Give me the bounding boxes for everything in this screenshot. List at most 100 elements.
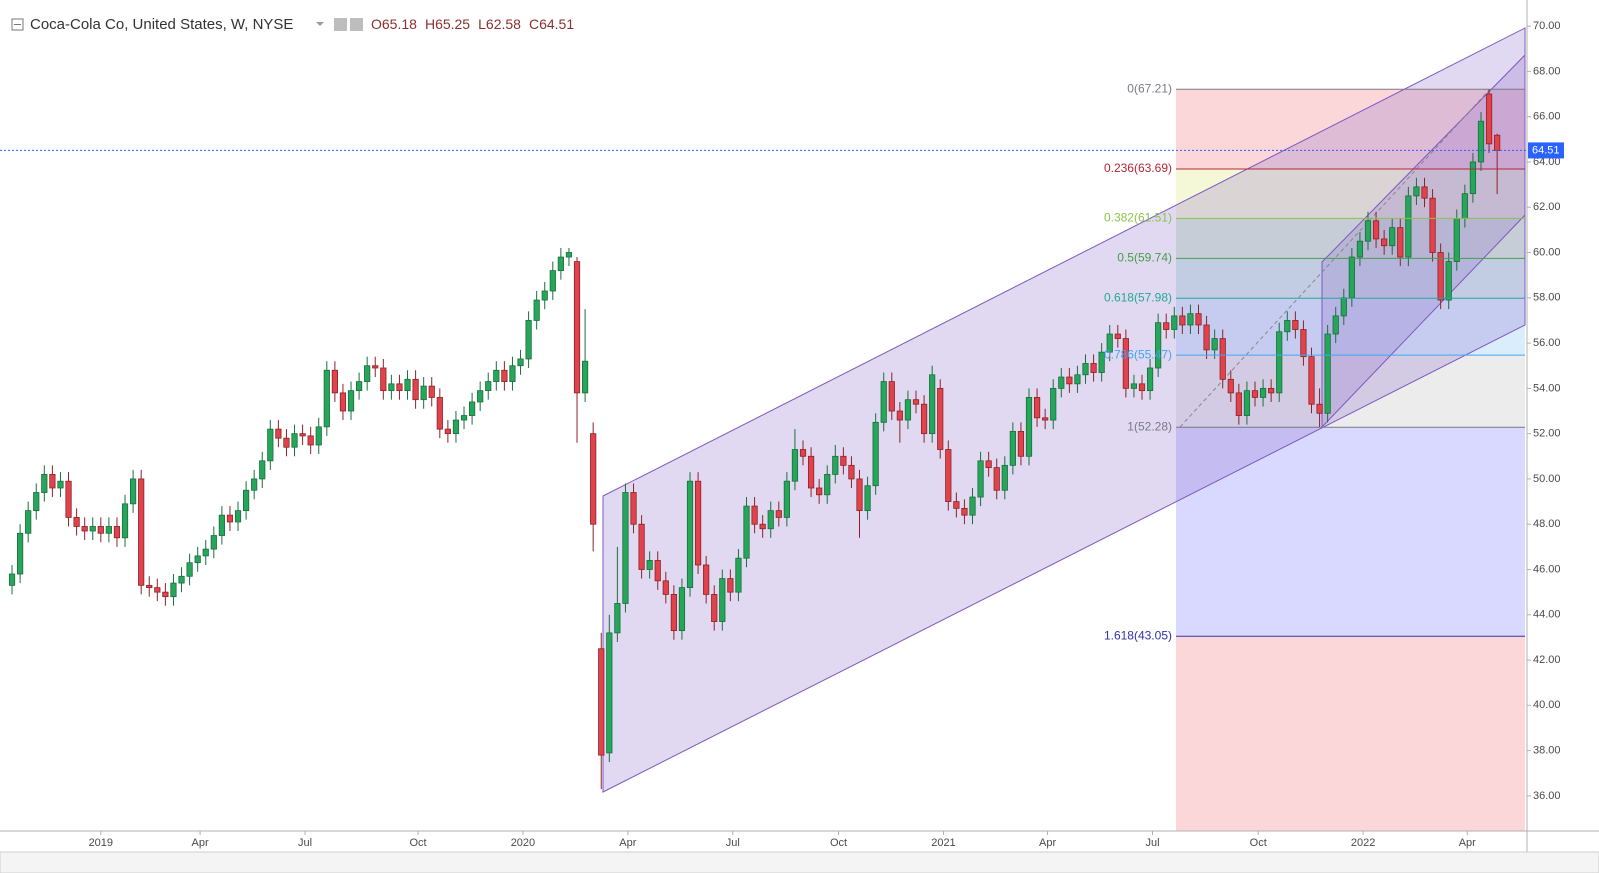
candle-body [557,256,564,272]
chart-title: Coca-Cola Co, United States, W, NYSE [30,16,293,33]
candle-body [686,480,694,589]
x-tick-label: 2020 [511,837,535,849]
candle-body [1001,464,1008,491]
candle-body [1259,387,1267,398]
candle-body [251,478,258,491]
candle-body [703,564,710,595]
candle-body [428,385,435,398]
candle-body [299,433,306,437]
x-tick-label: 2021 [931,837,955,849]
candle-body [1195,313,1202,326]
y-tick-label: 36.00 [1533,790,1561,802]
candle-body [1284,320,1291,333]
y-tick-label: 40.00 [1533,699,1561,711]
candle-body [178,575,185,584]
candle-body [1017,430,1025,457]
candle-body [848,464,855,480]
candle-body [121,503,129,539]
collapse-icon[interactable] [11,18,24,31]
y-tick-label: 68.00 [1533,65,1561,77]
candles [8,89,1501,790]
candle-body [372,365,379,369]
candle-body [436,397,443,430]
candle-body [1114,333,1121,339]
candle-body [146,584,153,589]
candle-body [912,399,920,405]
candle-body [1397,227,1404,258]
fib-zone [1176,636,1525,831]
candle-body [162,591,169,598]
candle-body [1066,376,1073,385]
fib-zone [1176,298,1525,356]
candle-body [1389,227,1396,247]
candle-body [1227,378,1234,394]
candle-body [799,449,807,457]
candle-body [89,526,96,532]
price-label-box [1528,142,1564,159]
candle-body [622,492,629,604]
candle-body [1171,315,1178,330]
candle-body [194,555,201,564]
candle-body [404,378,411,392]
candle-body [1211,338,1218,351]
candle-body [735,557,742,593]
candle-body [1276,331,1283,394]
dropdown-icon[interactable] [316,22,324,26]
candle-body [113,526,121,539]
candle-body [856,478,863,512]
candle-body [1268,387,1275,394]
candle-body [904,399,912,421]
candle-body [783,480,790,518]
candle-body [533,299,540,321]
candle-body [1090,363,1097,373]
candle-body [581,360,589,394]
fib-level-label: 0.382(61.51) [1104,211,1172,225]
ohlc-value: 65.18 [382,16,417,32]
x-tick-label: Oct [830,837,847,849]
candle-body [1146,367,1154,392]
candle-body [1453,218,1460,262]
candle-body [1050,387,1057,421]
candle-body [1429,197,1436,253]
candle-body [638,523,645,570]
fib-level-label: 1(52.28) [1127,419,1172,433]
y-tick-label: 44.00 [1533,609,1561,621]
candle-body [573,261,581,394]
candle-body [1009,430,1016,466]
candle-body [1340,297,1347,317]
candle-body [323,369,330,428]
candle-body [807,455,815,489]
candle-body [517,358,524,367]
fib-zone [1176,218,1525,259]
candle-body [33,492,40,512]
candle-body [961,507,968,516]
overlay: 0(67.21) 0.236(63.69) 0.382(61.51) 0.5(59.7… [0,81,1564,642]
candle-body [485,381,492,392]
x-tick-label: Jul [726,837,740,849]
candle-body [606,632,613,754]
eye-icon[interactable] [334,18,347,31]
candle-body [57,480,64,489]
candle-body [880,381,887,423]
y-tick-label: 64.00 [1533,156,1561,168]
candle-body [412,378,419,401]
candle-body [493,369,500,382]
candle-body [41,474,48,493]
ohlc-value: 64.51 [539,16,574,32]
scrollbar[interactable] [0,851,1599,873]
candle-body [525,320,532,360]
candle-body [1138,383,1146,392]
y-tick-label: 58.00 [1533,292,1561,304]
candle-body [468,401,476,416]
y-tick-label: 48.00 [1533,518,1561,530]
candle-body [711,594,718,622]
fib-level-label: 0(67.21) [1127,81,1172,95]
candle-body [234,510,242,523]
candle-body [694,480,702,566]
y-tick-label: 70.00 [1533,20,1561,32]
candle-body [614,603,621,634]
settings-icon[interactable] [350,18,363,31]
candle-body [81,526,88,532]
candle-body [1235,392,1242,416]
